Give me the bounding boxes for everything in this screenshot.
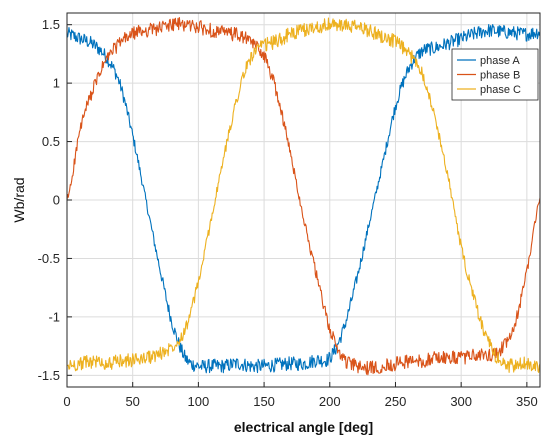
x-tick-label: 150 bbox=[253, 394, 275, 409]
y-tick-label: 0.5 bbox=[42, 134, 60, 149]
x-tick-label: 100 bbox=[188, 394, 210, 409]
x-tick-label: 200 bbox=[319, 394, 341, 409]
y-tick-label: -1.5 bbox=[38, 368, 60, 383]
y-tick-label: 1.5 bbox=[42, 17, 60, 32]
series-line-phase-b bbox=[66, 16, 541, 376]
x-tick-label: 0 bbox=[63, 394, 70, 409]
legend-entry: phase A bbox=[480, 55, 520, 67]
x-tick-label: 250 bbox=[385, 394, 407, 409]
legend-entry: phase B bbox=[480, 70, 520, 82]
series-layer bbox=[66, 16, 541, 376]
legend-box bbox=[451, 48, 539, 101]
x-axis-label: electrical angle [deg] bbox=[234, 419, 373, 435]
y-axis: -1.5 -1 -0.5 0 0.5 1 1.5 bbox=[38, 17, 72, 383]
y-tick-label: -1 bbox=[48, 309, 60, 324]
y-tick-label: 1 bbox=[53, 76, 60, 91]
legend: phase A phase B phase C bbox=[451, 48, 539, 101]
y-tick-label: 0 bbox=[53, 193, 60, 208]
x-tick-label: 350 bbox=[516, 394, 538, 409]
x-tick-label: 300 bbox=[450, 394, 472, 409]
series-line-phase-a bbox=[66, 23, 541, 374]
series-line-phase-c bbox=[66, 17, 541, 373]
x-tick-label: 50 bbox=[125, 394, 139, 409]
x-axis: 0 50 100 150 200 250 300 350 bbox=[63, 382, 538, 409]
legend-entry: phase C bbox=[480, 84, 521, 96]
y-axis-label: Wb/rad bbox=[11, 177, 27, 222]
y-tick-label: -0.5 bbox=[38, 251, 60, 266]
